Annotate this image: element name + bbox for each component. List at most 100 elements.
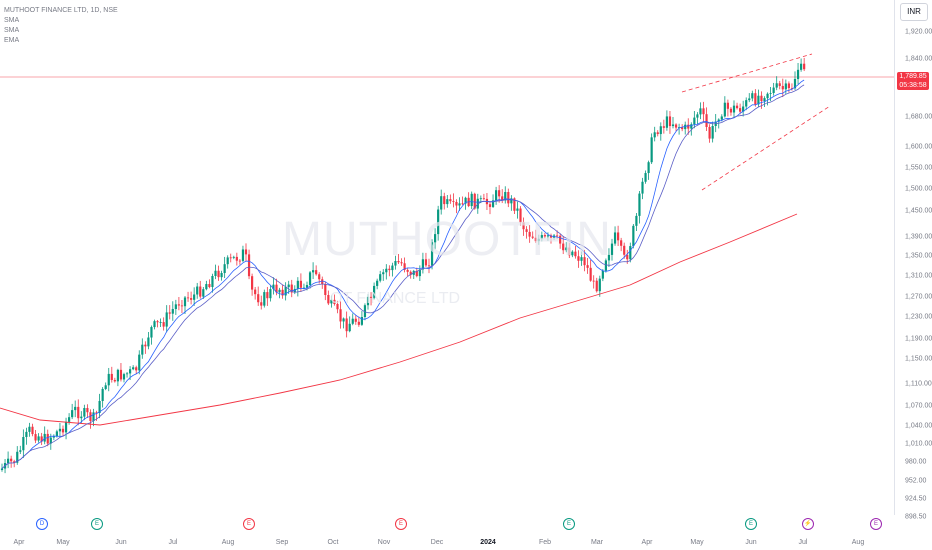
candle bbox=[684, 121, 687, 135]
candle bbox=[693, 111, 696, 129]
candle bbox=[400, 258, 403, 266]
candle bbox=[238, 258, 241, 265]
event-marker-icon[interactable]: E bbox=[91, 518, 103, 530]
time-axis-label: Jun bbox=[115, 539, 127, 546]
candle bbox=[708, 124, 711, 143]
candle bbox=[455, 199, 458, 214]
candle bbox=[205, 280, 208, 291]
price-chart[interactable] bbox=[0, 0, 894, 537]
price-axis-label: 1,680.00 bbox=[905, 113, 932, 121]
candle bbox=[34, 429, 37, 444]
candle bbox=[269, 285, 272, 302]
price-axis[interactable]: 1,920.00 1,840.00 1,680.00 1,600.00 1,550.00… bbox=[894, 0, 932, 521]
candle bbox=[43, 426, 46, 445]
candle bbox=[796, 63, 800, 85]
candle bbox=[681, 124, 684, 132]
candle bbox=[574, 246, 577, 259]
candle bbox=[202, 286, 205, 300]
candle bbox=[632, 224, 635, 249]
candle bbox=[418, 265, 421, 281]
currency-button[interactable]: INR bbox=[900, 3, 928, 21]
candle bbox=[260, 295, 263, 310]
price-axis-label: 1,070.00 bbox=[905, 402, 932, 410]
event-marker-icon[interactable]: E bbox=[745, 518, 757, 530]
candle bbox=[28, 422, 31, 437]
candle bbox=[312, 262, 315, 280]
event-marker-icon[interactable]: ⚡ bbox=[802, 518, 814, 530]
candle bbox=[186, 291, 190, 302]
candle bbox=[232, 255, 235, 260]
candle bbox=[290, 279, 293, 298]
sma-200-line bbox=[0, 213, 798, 426]
candle bbox=[122, 372, 126, 383]
candle bbox=[77, 399, 80, 426]
event-marker-icon[interactable]: D bbox=[36, 518, 48, 530]
candle bbox=[229, 253, 232, 263]
candle bbox=[357, 316, 360, 327]
candle bbox=[607, 248, 611, 268]
candle bbox=[440, 189, 443, 215]
candle bbox=[778, 80, 781, 90]
candle bbox=[376, 278, 379, 290]
indicator-sma-1[interactable]: SMA bbox=[4, 17, 20, 24]
candle bbox=[193, 287, 196, 306]
indicator-sma-2[interactable]: SMA bbox=[4, 27, 20, 34]
candle bbox=[244, 243, 248, 262]
indicator-ema[interactable]: EMA bbox=[4, 37, 20, 44]
price-axis-label: 1,190.00 bbox=[905, 335, 932, 343]
candle bbox=[495, 186, 498, 205]
candle bbox=[638, 190, 641, 224]
candle bbox=[281, 284, 284, 299]
candle bbox=[217, 265, 220, 281]
event-marker-icon[interactable]: E bbox=[395, 518, 407, 530]
candle bbox=[424, 252, 428, 267]
candle bbox=[620, 237, 623, 252]
price-axis-label: 898.50 bbox=[905, 513, 927, 521]
symbol-title[interactable]: MUTHOOT FINANCE LTD, 1D, NSE bbox=[4, 7, 118, 14]
candle bbox=[412, 269, 415, 280]
candle bbox=[623, 242, 626, 259]
candle bbox=[745, 97, 748, 111]
candle bbox=[757, 89, 760, 108]
event-marker-icon[interactable]: E bbox=[563, 518, 575, 530]
candle bbox=[729, 107, 733, 116]
candle bbox=[183, 295, 187, 315]
candle bbox=[540, 231, 543, 242]
time-axis-label: Apr bbox=[13, 539, 25, 546]
candle bbox=[452, 193, 455, 208]
candle bbox=[470, 191, 473, 210]
price-axis-label: 1,450.00 bbox=[905, 207, 932, 215]
candle bbox=[52, 434, 55, 441]
time-axis[interactable]: Apr May Jun Jul Aug Sep Oct Nov Dec 2024 Feb Mar Apr… bbox=[0, 537, 894, 550]
time-axis-label: Apr bbox=[641, 539, 653, 546]
candle bbox=[504, 186, 507, 204]
candle bbox=[803, 57, 806, 72]
candle bbox=[71, 403, 74, 420]
candle bbox=[598, 275, 601, 297]
candle bbox=[656, 130, 659, 137]
candle bbox=[168, 305, 171, 320]
candle bbox=[162, 317, 165, 331]
price-axis-label: 1,040.00 bbox=[905, 422, 932, 430]
trendline-upper[interactable] bbox=[681, 53, 813, 93]
candle bbox=[382, 269, 385, 281]
candle bbox=[223, 256, 226, 279]
candle bbox=[391, 262, 394, 277]
candle bbox=[537, 234, 540, 245]
bar-countdown: 05:38:58 bbox=[899, 82, 927, 89]
event-marker-icon[interactable]: E bbox=[243, 518, 255, 530]
candle bbox=[235, 252, 238, 266]
candle bbox=[726, 99, 729, 117]
candle bbox=[653, 126, 656, 142]
time-axis-label: Mar bbox=[590, 539, 604, 546]
candle bbox=[525, 226, 528, 239]
candle bbox=[138, 350, 141, 375]
candle bbox=[177, 296, 180, 311]
candle bbox=[89, 409, 92, 429]
event-marker-icon[interactable]: E bbox=[870, 518, 882, 530]
candle bbox=[254, 286, 257, 300]
trendline-lower[interactable] bbox=[701, 105, 831, 191]
candle bbox=[781, 78, 784, 98]
candle bbox=[165, 305, 168, 333]
candle bbox=[61, 425, 65, 437]
